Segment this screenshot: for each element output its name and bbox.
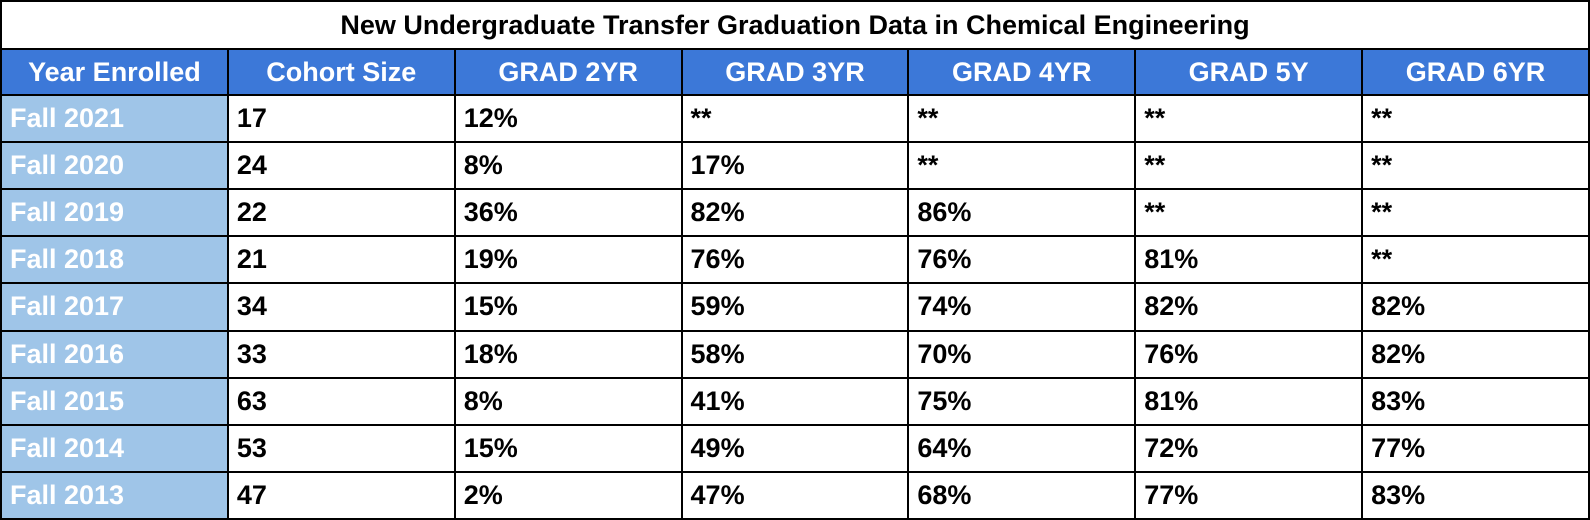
data-cell: 15%: [453, 423, 683, 473]
data-row: Fall 2018 21 19% 76% 76% 81% **: [0, 235, 1590, 285]
data-cell: 47: [226, 470, 456, 520]
year-cell: Fall 2021: [0, 93, 229, 144]
data-cell: 8%: [453, 141, 683, 191]
data-row: Fall 2020 24 8% 17% ** ** **: [0, 141, 1590, 191]
data-cell: 8%: [453, 376, 683, 426]
data-cell: 83%: [1361, 470, 1590, 520]
data-cell: 58%: [680, 329, 910, 379]
column-header: GRAD 2YR: [453, 48, 683, 96]
year-cell: Fall 2018: [0, 235, 229, 285]
data-cell: 59%: [680, 282, 910, 332]
data-cell: **: [1361, 188, 1590, 238]
data-cell: 74%: [907, 282, 1137, 332]
data-cell: 68%: [907, 470, 1137, 520]
data-cell: 12%: [453, 93, 683, 144]
column-header: GRAD 4YR: [907, 48, 1137, 96]
data-cell: 33: [226, 329, 456, 379]
year-cell: Fall 2017: [0, 282, 229, 332]
title-row: New Undergraduate Transfer Graduation Da…: [0, 0, 1590, 50]
data-cell: 18%: [453, 329, 683, 379]
header-row: Year Enrolled Cohort Size GRAD 2YR GRAD 3YR…: [0, 48, 1590, 96]
data-cell: 2%: [453, 470, 683, 520]
data-cell: 70%: [907, 329, 1137, 379]
column-header: GRAD 6YR: [1361, 48, 1590, 96]
data-cell: 15%: [453, 282, 683, 332]
data-cell: 63: [226, 376, 456, 426]
data-cell: 76%: [907, 235, 1137, 285]
data-cell: 21: [226, 235, 456, 285]
data-row: Fall 2017 34 15% 59% 74% 82% 82%: [0, 282, 1590, 332]
column-header: Cohort Size: [226, 48, 456, 96]
data-row: Fall 2013 47 2% 47% 68% 77% 83%: [0, 470, 1590, 520]
year-cell: Fall 2013: [0, 470, 229, 520]
data-cell: **: [1134, 93, 1364, 144]
data-row: Fall 2014 53 15% 49% 64% 72% 77%: [0, 423, 1590, 473]
data-cell: 82%: [1134, 282, 1364, 332]
data-cell: 82%: [1361, 282, 1590, 332]
data-cell: 49%: [680, 423, 910, 473]
data-cell: **: [907, 93, 1137, 144]
data-cell: 77%: [1134, 470, 1364, 520]
column-header: Year Enrolled: [0, 48, 229, 96]
data-row: Fall 2021 17 12% ** ** ** **: [0, 93, 1590, 144]
data-row: Fall 2016 33 18% 58% 70% 76% 82%: [0, 329, 1590, 379]
data-cell: 81%: [1134, 235, 1364, 285]
table-title: New Undergraduate Transfer Graduation Da…: [0, 0, 1590, 50]
column-header: GRAD 3YR: [680, 48, 910, 96]
data-cell: 22: [226, 188, 456, 238]
year-cell: Fall 2016: [0, 329, 229, 379]
data-cell: 64%: [907, 423, 1137, 473]
data-cell: **: [1361, 93, 1590, 144]
year-cell: Fall 2014: [0, 423, 229, 473]
data-cell: 82%: [680, 188, 910, 238]
year-cell: Fall 2019: [0, 188, 229, 238]
year-cell: Fall 2015: [0, 376, 229, 426]
data-cell: 77%: [1361, 423, 1590, 473]
data-cell: 82%: [1361, 329, 1590, 379]
data-row: Fall 2019 22 36% 82% 86% ** **: [0, 188, 1590, 238]
data-cell: **: [680, 93, 910, 144]
data-cell: 34: [226, 282, 456, 332]
data-cell: 81%: [1134, 376, 1364, 426]
data-cell: 83%: [1361, 376, 1590, 426]
data-cell: 47%: [680, 470, 910, 520]
data-cell: 24: [226, 141, 456, 191]
data-cell: 76%: [680, 235, 910, 285]
data-cell: 17%: [680, 141, 910, 191]
year-cell: Fall 2020: [0, 141, 229, 191]
data-cell: **: [1361, 141, 1590, 191]
data-cell: 41%: [680, 376, 910, 426]
data-cell: **: [1361, 235, 1590, 285]
column-header: GRAD 5Y: [1134, 48, 1364, 96]
table-body: Fall 2021 17 12% ** ** ** ** Fall 2020 24 8% 17% **…: [0, 93, 1590, 520]
data-cell: 76%: [1134, 329, 1364, 379]
data-cell: 19%: [453, 235, 683, 285]
data-cell: 86%: [907, 188, 1137, 238]
data-cell: 53: [226, 423, 456, 473]
data-cell: **: [1134, 141, 1364, 191]
data-cell: 72%: [1134, 423, 1364, 473]
data-cell: **: [907, 141, 1137, 191]
data-cell: **: [1134, 188, 1364, 238]
data-row: Fall 2015 63 8% 41% 75% 81% 83%: [0, 376, 1590, 426]
data-cell: 75%: [907, 376, 1137, 426]
data-cell: 36%: [453, 188, 683, 238]
data-cell: 17: [226, 93, 456, 144]
